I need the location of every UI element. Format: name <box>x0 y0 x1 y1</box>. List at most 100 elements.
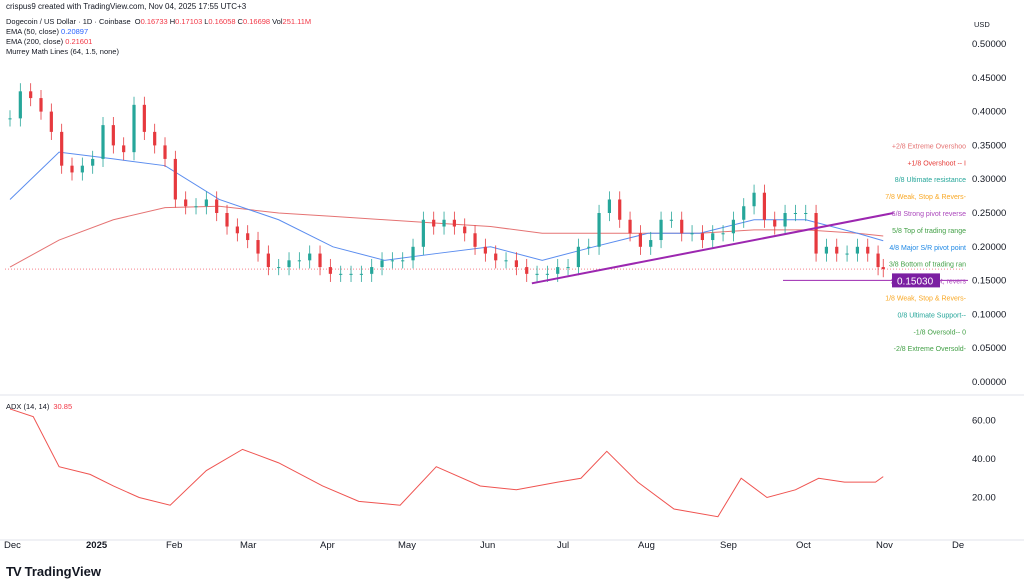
candle-body <box>401 260 405 262</box>
candle-body <box>421 219 425 247</box>
legend-ohlc-c: C0.16698 <box>237 17 271 26</box>
price-axis-tick: 0.00000 <box>972 377 1006 388</box>
candle-body <box>483 246 487 254</box>
price-axis-tick: 0.25000 <box>972 208 1006 219</box>
legend-symbol-row: Dogecoin / US Dollar · 1D · Coinbase O0.… <box>6 17 311 27</box>
murrey-level-label: 6/8 Strong pivot reverse <box>892 211 966 218</box>
candle-body <box>122 145 126 153</box>
candle-body <box>649 240 653 247</box>
candle-body <box>545 273 549 275</box>
tradingview-wordmark: TradingView <box>24 564 101 579</box>
main-legend: Dogecoin / US Dollar · 1D · Coinbase O0.… <box>6 17 311 57</box>
candle-body <box>432 219 436 227</box>
candle-body <box>866 246 870 254</box>
candle-body <box>876 253 880 268</box>
candle-body <box>731 219 735 234</box>
time-axis-tick: Aug <box>638 540 655 551</box>
candle-body <box>762 192 766 220</box>
time-axis-tick: De <box>952 540 964 551</box>
candle-body <box>132 104 136 153</box>
candle-body <box>328 267 332 274</box>
candle-body <box>638 233 642 247</box>
murrey-label: Murrey Math Lines (64, 1.5, none) <box>6 47 119 56</box>
price-axis-tick: 0.35000 <box>972 140 1006 151</box>
candle-body <box>669 219 673 221</box>
candle-body <box>783 213 787 227</box>
candle-body <box>287 260 291 268</box>
time-axis-tick: 2025 <box>86 540 108 551</box>
murrey-level-label: 5/8 Top of trading range <box>892 228 966 235</box>
price-axis-tick: 0.10000 <box>972 309 1006 320</box>
candle-body <box>597 213 601 247</box>
legend-ohlc-vol: Vol251.11M <box>272 17 312 26</box>
candle-body <box>70 165 74 173</box>
candle-body <box>359 273 363 275</box>
candle-body <box>587 246 591 248</box>
rising-trendline <box>531 212 894 285</box>
candle-body <box>225 213 229 227</box>
ema50-label: EMA (50, close) <box>6 27 59 36</box>
candle-body <box>442 219 446 227</box>
adx-legend[interactable]: ADX (14, 14) 30.85 <box>6 402 72 411</box>
candle-body <box>618 199 622 220</box>
candle-body <box>814 213 818 254</box>
candle-body <box>8 118 12 120</box>
price-axis-tick: 0.40000 <box>972 107 1006 118</box>
adx-axis-tick: 40.00 <box>972 454 996 465</box>
candle-body <box>390 260 394 262</box>
adx-axis-tick: 60.00 <box>972 416 996 427</box>
candle-body <box>700 233 704 241</box>
candle-body <box>349 273 353 275</box>
candle-body <box>535 273 539 275</box>
time-axis-tick: Oct <box>796 540 811 551</box>
candle-body <box>194 206 198 208</box>
candle-body <box>607 199 611 213</box>
time-axis-tick: Jul <box>557 540 569 551</box>
adx-legend-value: 30.85 <box>53 402 73 411</box>
murrey-level-label: 7/8 Weak, Stop & Revers- <box>885 194 966 201</box>
candle-body <box>566 267 570 269</box>
candle-body <box>380 260 384 268</box>
creator-label: crispus9 created with TradingView.com, N… <box>6 2 247 11</box>
ema200-value: 0.21601 <box>65 37 93 46</box>
candle-body <box>835 246 839 254</box>
legend-ohlc-l: L0.16058 <box>204 17 236 26</box>
price-axis-tick: 0.50000 <box>972 39 1006 50</box>
candle-body <box>266 253 270 268</box>
legend-ema200-row[interactable]: EMA (200, close) 0.21601 <box>6 37 311 47</box>
legend-ohlc-o: O0.16733 <box>134 17 168 26</box>
adx-line <box>9 408 884 518</box>
candle-body <box>163 145 167 159</box>
candle-body <box>49 111 53 132</box>
murrey-level-label: +1/8 Overshoot -- I <box>907 160 966 167</box>
time-axis-tick: Feb <box>166 540 182 551</box>
legend-ema50-row[interactable]: EMA (50, close) 0.20897 <box>6 27 311 37</box>
candle-body <box>370 267 374 274</box>
candle-body <box>277 267 281 269</box>
candle-body <box>204 199 208 207</box>
time-axis-tick: Mar <box>240 540 256 551</box>
candle-body <box>91 158 95 166</box>
candle-body <box>452 219 456 227</box>
legend-ohlc: O0.16733 H0.17103 L0.16058 C0.16698 Vol251.1… <box>133 17 311 26</box>
candle-body <box>256 240 260 254</box>
legend-murrey-row[interactable]: Murrey Math Lines (64, 1.5, none) <box>6 47 311 57</box>
candle-body <box>308 253 312 261</box>
candle-body <box>690 233 694 235</box>
tradingview-brand[interactable]: TV TradingView <box>6 564 101 579</box>
candle-body <box>60 131 64 166</box>
candle-body <box>680 219 684 234</box>
candle-body <box>711 233 715 241</box>
candle-body <box>29 91 33 99</box>
candle-body <box>39 98 43 112</box>
candle-body <box>101 125 105 159</box>
legend-symbol[interactable]: Dogecoin / US Dollar · 1D · Coinbase <box>6 17 131 26</box>
currency-label: USD <box>974 20 990 29</box>
candle-body <box>576 246 580 268</box>
candle-body <box>142 104 146 132</box>
legend-ohlc-h: H0.17103 <box>169 17 203 26</box>
candle-body <box>845 253 849 255</box>
candle-body <box>804 213 808 214</box>
ema50-line <box>9 151 884 261</box>
